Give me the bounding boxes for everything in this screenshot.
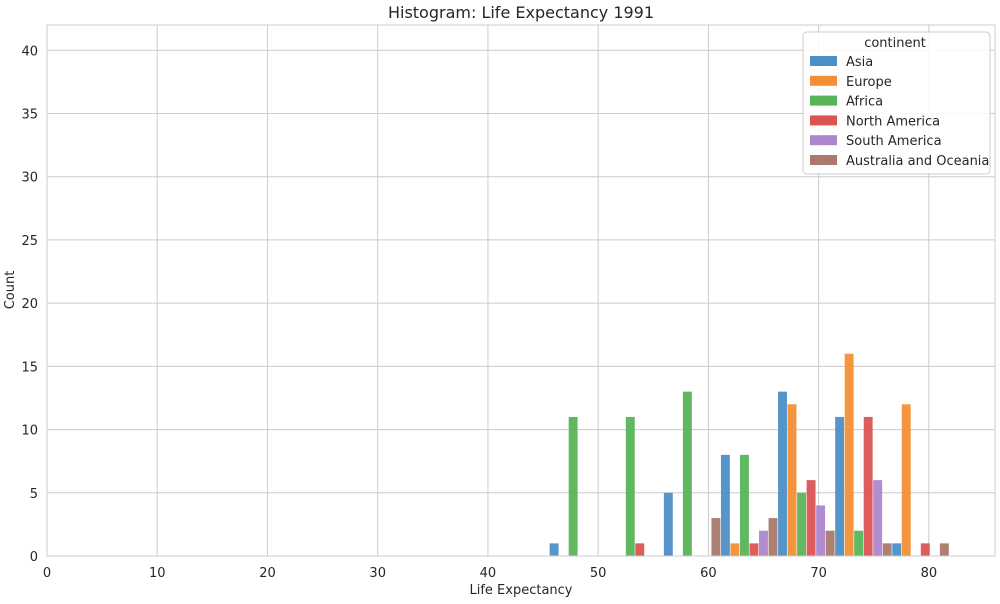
y-tick-label: 40: [21, 44, 38, 59]
legend-label: Australia and Oceania: [846, 154, 989, 169]
bar-europe: [901, 404, 911, 556]
legend-box: [802, 31, 991, 175]
bar-africa: [854, 530, 864, 556]
x-tick-label: 10: [149, 566, 166, 581]
legend: continent Asia Europe Africa North America S…: [802, 31, 991, 175]
bar-asia: [835, 416, 845, 556]
bar-asia: [663, 492, 673, 556]
bar-north-america: [920, 543, 930, 556]
bar-africa: [568, 416, 578, 556]
bar-north-america: [806, 480, 816, 556]
grid-lines: [46, 25, 995, 557]
bar-europe: [844, 353, 854, 556]
bar-africa: [797, 492, 807, 556]
bar-australia-and-oceania: [939, 543, 949, 556]
y-tick-label: 5: [30, 487, 38, 502]
legend-swatch: [810, 115, 837, 126]
bar-australia-and-oceania: [825, 530, 835, 556]
bar-asia: [778, 391, 787, 556]
y-tick-label: 20: [21, 297, 38, 312]
y-tick-label: 0: [30, 550, 38, 565]
y-tick-label: 15: [21, 360, 38, 375]
bar-australia-and-oceania: [768, 518, 778, 556]
x-tick-label: 50: [590, 566, 607, 581]
bar-asia: [549, 543, 559, 556]
legend-label: Europe: [846, 75, 892, 90]
legend-swatch: [810, 95, 837, 106]
legend-label: Asia: [846, 55, 873, 70]
legend-swatch: [810, 56, 837, 66]
y-tick-label: 10: [21, 424, 38, 439]
x-tick-label: 60: [700, 566, 717, 581]
bar-asia: [892, 543, 902, 556]
x-tick-label: 40: [480, 566, 497, 581]
bar-africa: [682, 391, 692, 556]
bar-south-america: [873, 480, 883, 556]
bar-north-america: [749, 543, 759, 556]
legend-swatch: [810, 135, 837, 146]
y-tick-label: 30: [21, 171, 38, 186]
y-tick-label: 25: [21, 234, 38, 249]
bar-australia-and-oceania: [711, 518, 721, 556]
bar-australia-and-oceania: [882, 543, 892, 556]
legend-label: South America: [846, 134, 942, 149]
bar-europe: [787, 404, 797, 556]
x-tick-labels: 0 10 20 30 40 50 60 70 80: [43, 566, 937, 581]
bar-europe: [730, 543, 740, 556]
plot-frame: [46, 24, 996, 557]
bar-north-america: [635, 543, 645, 556]
legend-title: continent: [864, 36, 926, 51]
bar-asia: [720, 454, 730, 556]
bar-africa: [739, 454, 749, 556]
legend-label: Africa: [846, 95, 883, 110]
x-tick-label: 20: [259, 566, 276, 581]
y-tick-labels: 0 5 10 15 20 25 30 35 40: [21, 44, 38, 565]
legend-label: North America: [846, 114, 940, 129]
x-axis-label: Life Expectancy: [469, 583, 572, 598]
x-tick-label: 70: [810, 566, 827, 581]
bar-north-america: [863, 416, 873, 556]
bar-africa: [625, 416, 635, 556]
x-tick-label: 0: [43, 566, 51, 581]
legend-swatch: [810, 155, 837, 165]
x-tick-label: 30: [369, 566, 386, 581]
legend-items: Asia Europe Africa North America South Ameri…: [810, 55, 989, 169]
bar-south-america: [759, 530, 768, 556]
x-tick-label: 80: [921, 566, 938, 581]
bars: [549, 353, 949, 556]
bar-south-america: [816, 505, 826, 556]
y-axis-label: Count: [3, 271, 18, 310]
legend-swatch: [810, 75, 837, 86]
y-tick-label: 35: [21, 108, 38, 123]
chart-title: Histogram: Life Expectancy 1991: [388, 3, 654, 22]
